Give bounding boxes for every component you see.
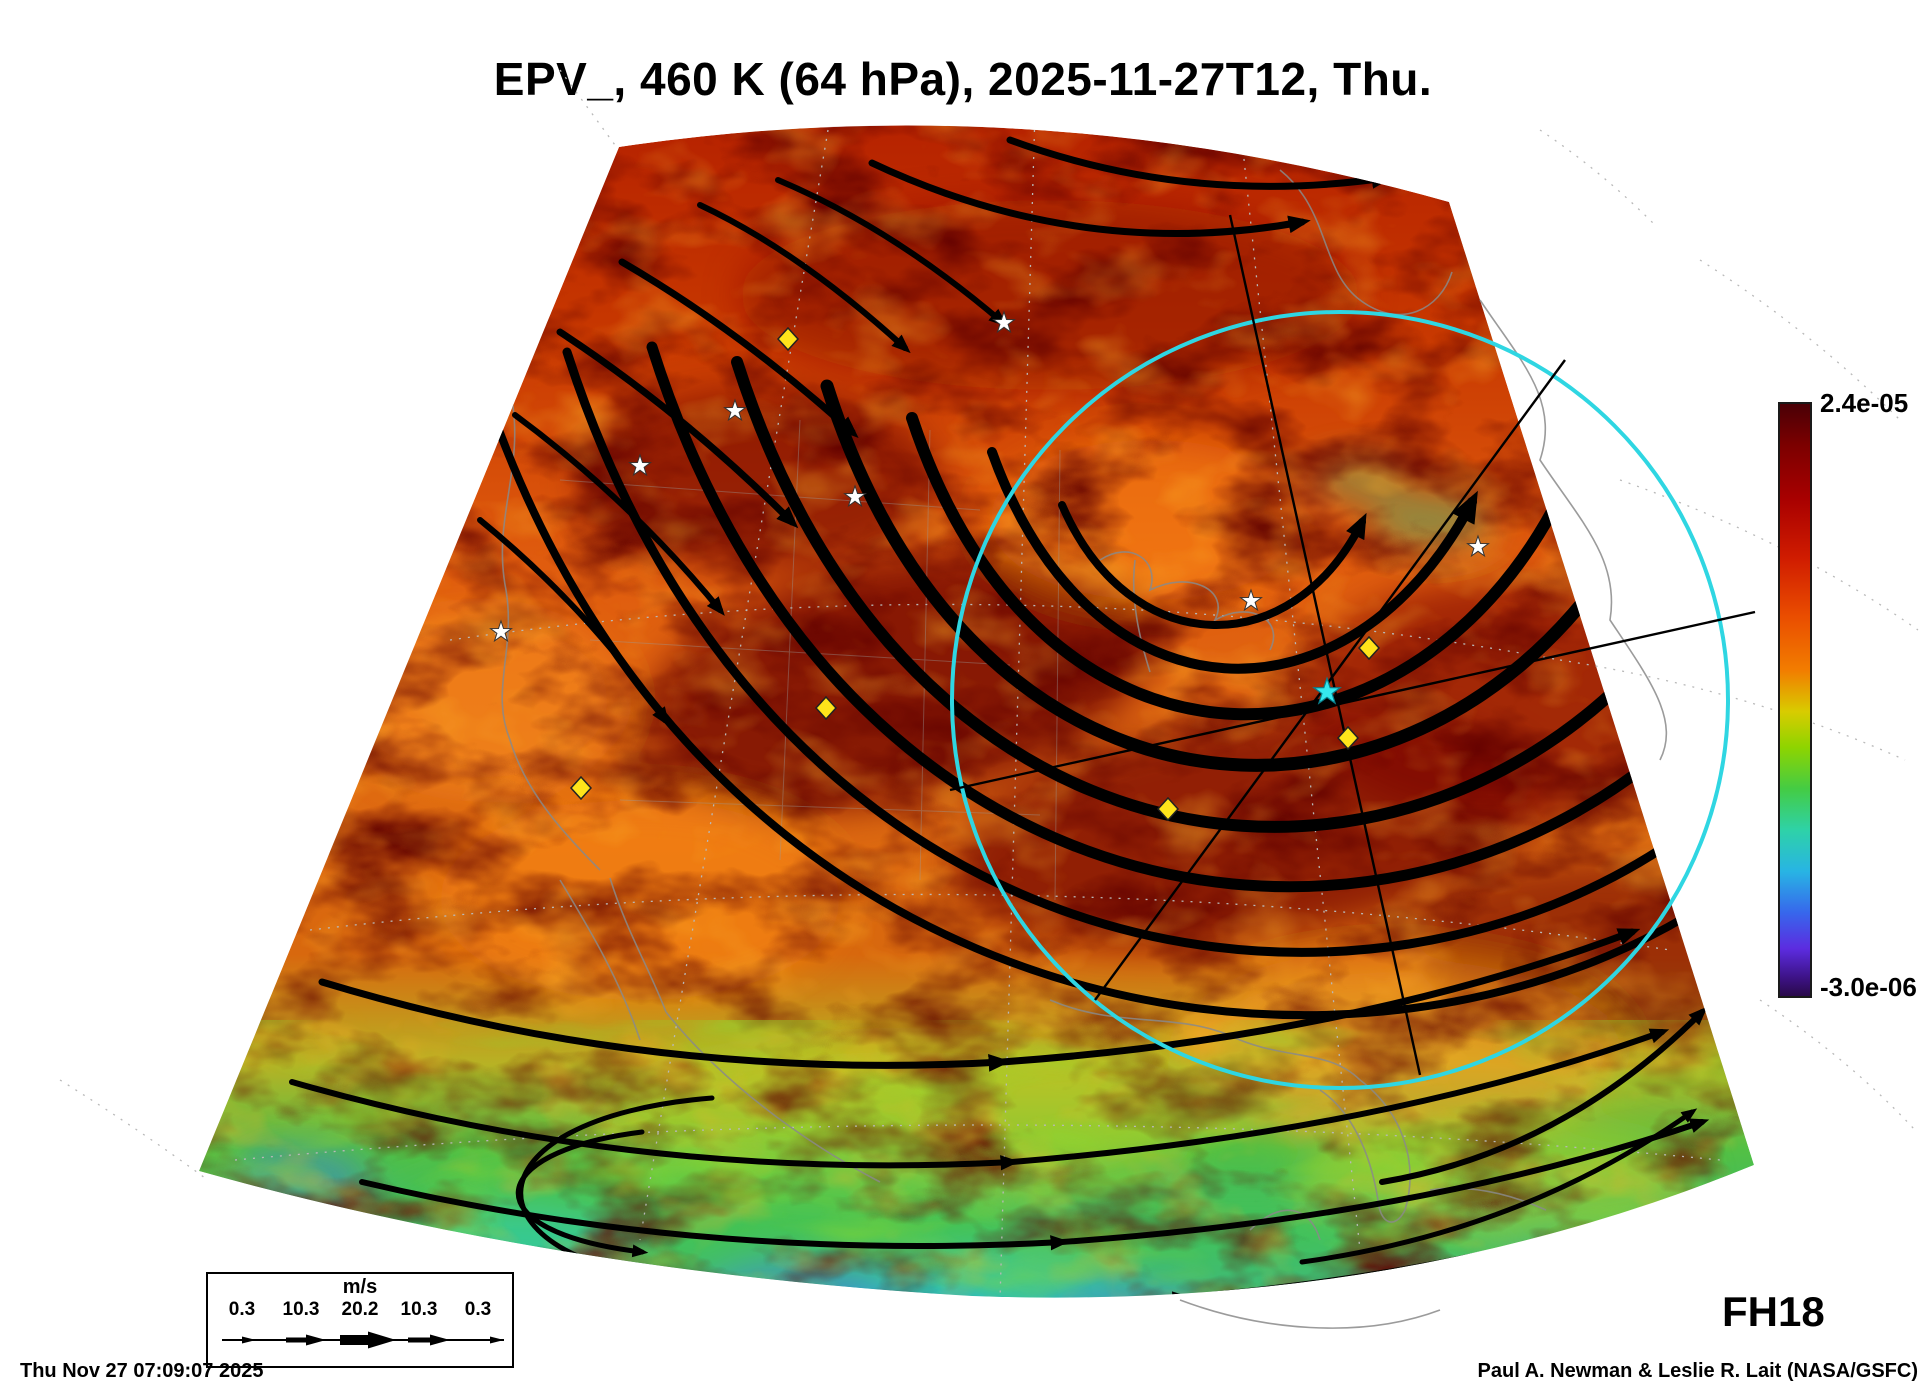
forecast-hour-label: FH18 (1722, 1288, 1825, 1335)
wind-legend-speed: 10.3 (400, 1299, 438, 1320)
coastlines-outside (1179, 299, 1668, 1329)
wind-legend-units: m/s (342, 1276, 378, 1298)
streamline (820, 379, 1669, 772)
streamline (1006, 136, 1394, 190)
wind-legend-speed: 10.3 (282, 1299, 320, 1320)
wind-arrowhead (430, 1334, 450, 1346)
trajectory-line (1228, 214, 1422, 1076)
streamline (1299, 1108, 1698, 1265)
streamline (906, 412, 1574, 721)
streamline (987, 447, 1478, 674)
wind-arrowhead (306, 1334, 326, 1346)
streamline (618, 258, 859, 439)
wind-legend-arrows (222, 1331, 504, 1349)
wind-legend-speed: 20.2 (341, 1299, 379, 1320)
colorbar (1778, 402, 1812, 998)
wind-arrowhead (242, 1336, 256, 1344)
wind-speed-legend: m/s 0.3 10.3 20.2 10.3 0.3 (206, 1272, 514, 1368)
streamline (697, 202, 911, 354)
wind-legend-speed: 0.3 (228, 1299, 256, 1320)
trajectory-line (1094, 359, 1566, 1001)
trajectory-line (949, 610, 1756, 792)
streamline (359, 1118, 1710, 1251)
wind-legend-speed: 0.3 (464, 1299, 492, 1320)
streamline (868, 159, 1311, 237)
wind-arrowhead (490, 1336, 504, 1344)
graticule-outside (59, 69, 1919, 1179)
streamline (512, 412, 725, 616)
wind-legend-speeds: 0.3 10.3 20.2 10.3 0.3 (208, 1299, 512, 1321)
streamline (1379, 1006, 1708, 1185)
trajectory-lines (949, 214, 1756, 1076)
epv-field (199, 125, 1754, 1298)
generation-timestamp: Thu Nov 27 07:09:07 2025 (20, 1360, 264, 1382)
wind-arrowhead (368, 1331, 396, 1349)
streamline (775, 177, 1008, 327)
colorbar-min-label: -3.0e-06 (1820, 972, 1917, 1002)
range-circle (950, 310, 1730, 1090)
attribution: Paul A. Newman & Leslie R. Lait (NASA/GS… (1477, 1360, 1918, 1382)
colorbar-max-label: 2.4e-05 (1820, 388, 1909, 418)
streamline (289, 1028, 1670, 1171)
streamline (1058, 501, 1367, 629)
plot-title: EPV_, 460 K (64 hPa), 2025-11-27T12, Thu… (493, 53, 1433, 105)
